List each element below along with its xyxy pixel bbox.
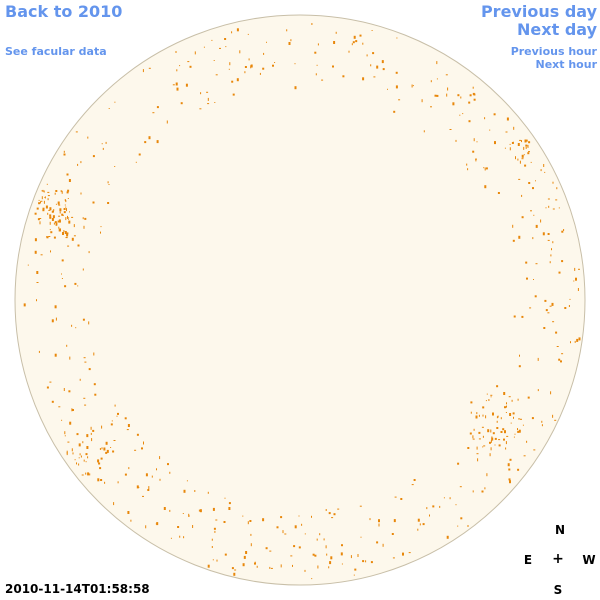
facular-regions xyxy=(23,23,581,580)
previous-hour-link[interactable]: Previous hour xyxy=(510,45,597,58)
see-facular-data-link[interactable]: See facular data xyxy=(5,45,107,58)
compass-east: E xyxy=(523,553,533,567)
next-day-link[interactable]: Next day xyxy=(517,20,597,39)
solar-disk xyxy=(14,14,586,586)
back-to-year-link[interactable]: Back to 2010 xyxy=(5,2,123,21)
compass-west: W xyxy=(582,553,596,567)
next-hour-link[interactable]: Next hour xyxy=(535,58,598,71)
compass-center-cross: + xyxy=(552,551,564,567)
previous-day-link[interactable]: Previous day xyxy=(480,2,597,21)
compass-south: S xyxy=(553,583,563,597)
compass-north: N xyxy=(554,523,566,537)
observation-timestamp: 2010-11-14T01:58:58 xyxy=(5,582,150,596)
